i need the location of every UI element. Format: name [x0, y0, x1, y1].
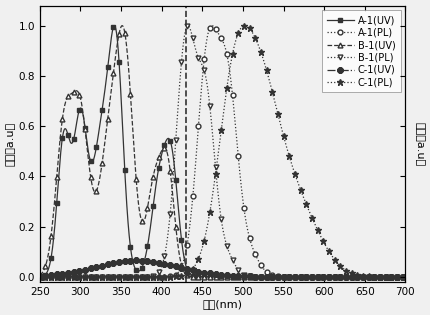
C-1(UV)	[135, 259, 140, 262]
C-1(UV)	[403, 275, 408, 279]
A-1(PL)	[56, 275, 61, 279]
C-1(PL)	[56, 275, 61, 279]
A-1(UV)	[325, 275, 330, 279]
Line: C-1(UV): C-1(UV)	[37, 258, 408, 279]
C-1(UV)	[206, 271, 211, 275]
Y-axis label: 发射（a.u）: 发射（a.u）	[415, 122, 424, 166]
C-1(UV)	[56, 272, 61, 276]
B-1(PL)	[392, 275, 397, 279]
A-1(UV)	[206, 275, 211, 279]
B-1(UV)	[206, 275, 211, 279]
A-1(UV)	[112, 24, 117, 27]
A-1(UV)	[56, 179, 61, 183]
B-1(PL)	[56, 275, 61, 279]
A-1(PL)	[393, 275, 398, 279]
Line: B-1(UV): B-1(UV)	[37, 23, 408, 279]
C-1(UV)	[392, 275, 397, 279]
B-1(UV)	[215, 275, 220, 279]
C-1(PL)	[393, 275, 398, 279]
C-1(PL)	[243, 24, 248, 27]
C-1(UV)	[37, 274, 42, 278]
B-1(UV)	[325, 275, 330, 279]
Y-axis label: 吸收（a.u）: 吸收（a.u）	[6, 122, 15, 166]
C-1(UV)	[215, 272, 220, 276]
C-1(PL)	[37, 275, 42, 279]
Line: B-1(PL): B-1(PL)	[37, 23, 408, 279]
A-1(UV)	[403, 275, 408, 279]
A-1(PL)	[392, 275, 397, 279]
C-1(PL)	[325, 248, 330, 251]
A-1(PL)	[215, 31, 220, 34]
C-1(PL)	[403, 275, 408, 279]
B-1(UV)	[393, 275, 398, 279]
A-1(UV)	[37, 275, 42, 278]
A-1(PL)	[403, 275, 408, 279]
X-axis label: 波长(nm): 波长(nm)	[203, 300, 243, 309]
A-1(UV)	[392, 275, 397, 279]
Legend: A-1(UV), A-1(PL), B-1(UV), B-1(PL), C-1(UV), C-1(PL): A-1(UV), A-1(PL), B-1(UV), B-1(PL), C-1(…	[322, 10, 401, 92]
B-1(UV)	[56, 156, 61, 160]
A-1(PL)	[205, 32, 210, 36]
C-1(PL)	[215, 157, 220, 161]
Line: A-1(UV): A-1(UV)	[37, 23, 408, 279]
A-1(UV)	[393, 275, 398, 279]
B-1(PL)	[403, 275, 408, 279]
B-1(UV)	[403, 275, 408, 279]
B-1(UV)	[120, 24, 125, 27]
Line: C-1(PL): C-1(PL)	[37, 22, 408, 280]
C-1(UV)	[393, 275, 398, 279]
A-1(UV)	[215, 275, 220, 279]
A-1(PL)	[325, 275, 330, 279]
B-1(PL)	[325, 275, 330, 279]
C-1(PL)	[392, 275, 397, 279]
Line: A-1(PL): A-1(PL)	[37, 23, 408, 279]
B-1(PL)	[185, 24, 190, 27]
A-1(PL)	[209, 24, 215, 27]
B-1(PL)	[37, 275, 42, 279]
A-1(PL)	[37, 275, 42, 279]
B-1(PL)	[215, 188, 220, 192]
B-1(UV)	[392, 275, 397, 279]
B-1(PL)	[206, 89, 211, 93]
C-1(PL)	[205, 222, 210, 226]
C-1(UV)	[325, 275, 330, 279]
B-1(UV)	[37, 273, 42, 277]
B-1(PL)	[393, 275, 398, 279]
